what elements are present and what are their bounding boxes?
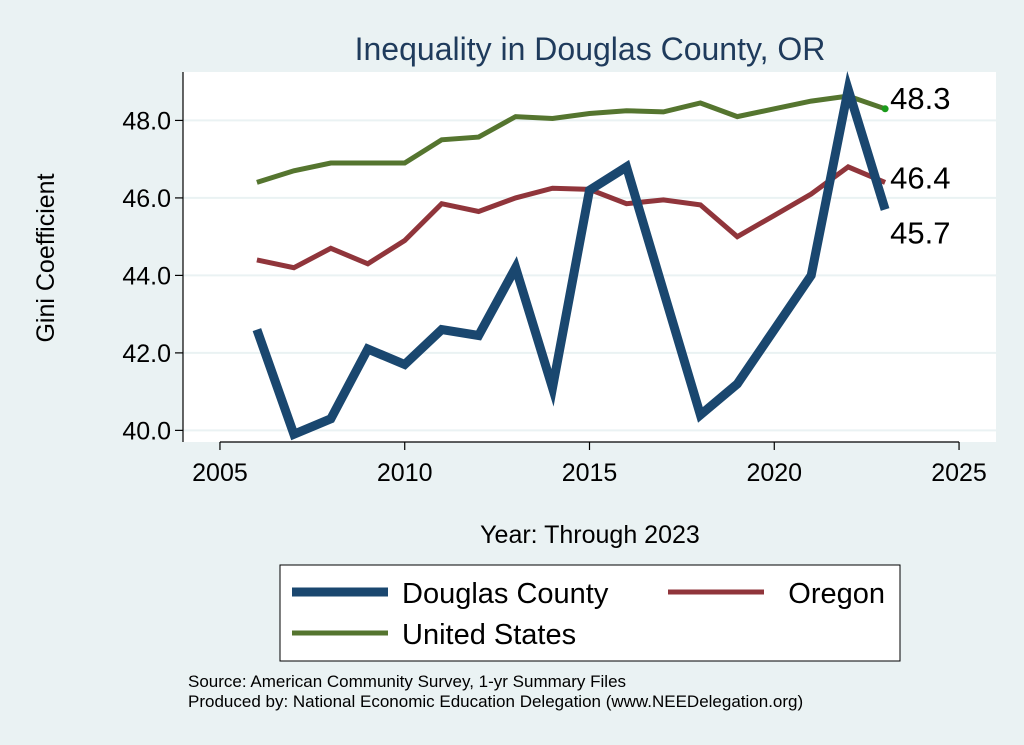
source-note: Source: American Community Survey, 1-yr … xyxy=(188,672,626,691)
end-label-douglas-county: 45.7 xyxy=(890,216,950,251)
series-line-oregon xyxy=(256,164,887,271)
x-tick-label: 2010 xyxy=(377,459,433,487)
legend-box xyxy=(279,564,901,662)
y-tick-label: 44.0 xyxy=(122,262,171,290)
legend-label-oregon: Oregon xyxy=(788,578,885,610)
plot-area xyxy=(183,72,996,442)
legend-label-united-states: United States xyxy=(402,619,576,651)
y-tick-label: 40.0 xyxy=(122,417,171,445)
y-tick-label: 48.0 xyxy=(122,107,171,135)
x-axis-title: Year: Through 2023 xyxy=(480,521,700,549)
x-tick-label: 2025 xyxy=(931,459,987,487)
series-line-united-states xyxy=(256,93,886,185)
plot-background xyxy=(183,72,996,442)
end-value-labels: 48.3 46.4 45.7 xyxy=(890,81,950,251)
series-lines xyxy=(252,71,890,441)
x-tick-label: 2005 xyxy=(192,459,248,487)
x-tick-label: 2015 xyxy=(562,459,618,487)
axes: 40.0 42.0 44.0 46.0 48.0 2005 2010 2015 2020 2025 xyxy=(122,72,987,487)
y-tick-label: 46.0 xyxy=(122,185,171,213)
series-endpoint-united-states xyxy=(881,105,889,113)
chart-title: Inequality in Douglas County, OR xyxy=(355,31,826,67)
end-label-oregon: 46.4 xyxy=(890,160,950,195)
y-tick-label: 42.0 xyxy=(122,340,171,368)
end-label-united-states: 48.3 xyxy=(890,81,950,116)
series-line-douglas-county xyxy=(252,71,890,441)
legend: Douglas County Oregon United States xyxy=(279,564,901,662)
legend-label-douglas-county: Douglas County xyxy=(402,578,609,610)
producer-note: Produced by: National Economic Education… xyxy=(188,692,803,711)
y-axis-title: Gini Coefficient xyxy=(32,173,60,342)
x-tick-label: 2020 xyxy=(746,459,802,487)
